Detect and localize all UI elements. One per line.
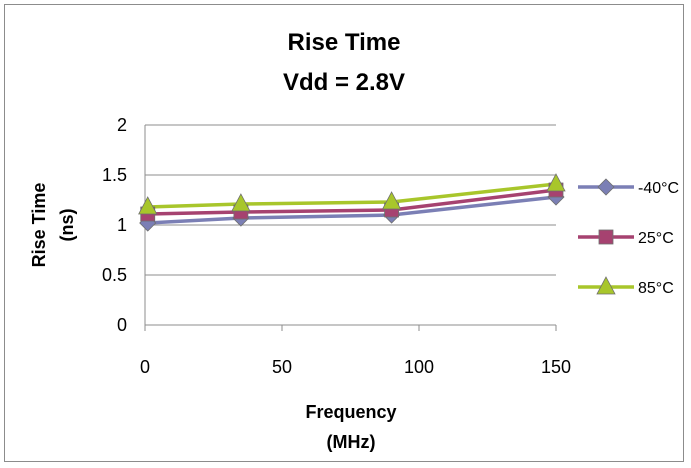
x-tick-label: 150 (541, 357, 571, 377)
chart-title-line-2: Vdd = 2.8V (283, 69, 405, 96)
y-tick-label: 0.5 (102, 265, 127, 285)
x-tick-labels: 0 50 100 150 (140, 357, 571, 377)
series-lines (138, 173, 566, 232)
legend-marker-2 (596, 276, 616, 295)
x-tick-label: 50 (272, 357, 292, 377)
chart-frame (4, 4, 684, 462)
axes (144, 125, 557, 331)
series-line-2 (147, 182, 557, 209)
legend-marker-1 (598, 229, 614, 245)
x-tick-label: 0 (140, 357, 150, 377)
y-tick-label: 1.5 (102, 165, 127, 185)
legend: -40°C 25°C 85°C (578, 178, 679, 297)
x-axis-label-line-2: (MHz) (327, 432, 376, 452)
series-line-0 (147, 195, 557, 225)
legend-label-0: -40°C (638, 180, 679, 197)
legend-label-2: 85°C (638, 280, 674, 297)
y-tick-label: 2 (117, 115, 127, 135)
y-axis-label: Rise Time (ns) (29, 183, 77, 268)
y-tick-label: 0 (117, 315, 127, 335)
legend-marker-0 (597, 178, 615, 196)
y-tick-label: 1 (117, 215, 127, 235)
series-line-1 (147, 188, 557, 216)
y-axis-label-line-2: (ns) (57, 209, 77, 242)
chart-title-line-1: Rise Time (288, 29, 401, 56)
data-point-series-2 (381, 191, 402, 210)
legend-label-1: 25°C (638, 230, 674, 247)
data-point-series-2 (231, 193, 251, 212)
y-axis-label-line-1: Rise Time (29, 183, 49, 268)
data-point-series-2 (546, 173, 566, 192)
data-point-series-2 (138, 196, 158, 215)
x-tick-label: 100 (404, 357, 434, 377)
x-axis-label-line-1: Frequency (305, 402, 396, 422)
gridlines (145, 124, 556, 326)
y-tick-labels: 0 0.5 1 1.5 2 (102, 115, 127, 335)
